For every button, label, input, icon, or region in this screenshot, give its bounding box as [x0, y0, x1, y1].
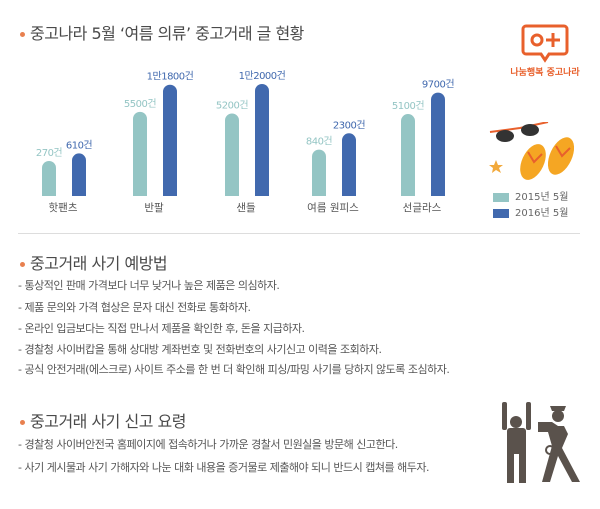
bar-2015 — [225, 113, 239, 196]
sunglasses-sandals-illustration — [489, 122, 575, 180]
prevention-item: - 온라인 입금보다는 직접 만나서 제품을 확인한 후, 돈을 지급하자. — [18, 322, 305, 335]
category-label: 선글라스 — [403, 202, 442, 214]
speech-bubble-o-plus-icon — [521, 24, 569, 63]
bar-2015 — [133, 111, 147, 196]
legend-item-2015: 2015년 5월 — [493, 188, 568, 203]
legend-item-2016: 2016년 5월 — [493, 204, 568, 219]
prevention-item: - 제품 문의와 가격 협상은 문자 대신 전화로 통화하자. — [18, 301, 251, 314]
bar-2015 — [401, 114, 415, 196]
data-label: 5500건 — [124, 98, 156, 110]
bar-2016 — [342, 133, 356, 196]
category-label: 여름 원피스 — [307, 202, 359, 214]
police-arrest-icon — [502, 402, 580, 483]
report-heading: 중고거래 사기 신고 요령 — [20, 408, 186, 432]
prevention-heading: 중고거래 사기 예방법 — [20, 250, 168, 274]
data-label: 2300건 — [333, 119, 365, 131]
bar-2016 — [255, 84, 269, 196]
report-item: - 경찰청 사이버안전국 홈페이지에 접속하거나 가까운 경찰서 민원실을 방문… — [18, 438, 398, 451]
bar-2016 — [163, 84, 177, 196]
report-title: 중고거래 사기 신고 요령 — [30, 412, 186, 431]
data-label: 5200건 — [216, 99, 248, 111]
legend-swatch — [493, 192, 509, 202]
prevention-item: - 경찰청 사이버캅을 통해 상대방 계좌번호 및 전화번호의 사기신고 이력을… — [18, 343, 382, 356]
bar-2015 — [42, 160, 56, 196]
bullet-icon — [20, 420, 25, 425]
logo-text: 나눔행복 중고나라 — [510, 68, 580, 78]
bullet-icon — [20, 32, 25, 37]
prevention-title: 중고거래 사기 예방법 — [30, 254, 168, 273]
divider — [18, 233, 580, 234]
report-item: - 사기 게시물과 사기 가해자와 나눈 대화 내용을 증거물로 제출해야 되니… — [18, 461, 429, 474]
sunglasses-icon — [489, 122, 549, 142]
bar-2015 — [312, 149, 326, 196]
logo: 나눔행복 중고나라 — [505, 24, 585, 78]
data-label: 1만1800건 — [147, 71, 194, 83]
category-label: 샌들 — [236, 202, 256, 214]
starfish-icon — [489, 160, 503, 173]
legend-label: 2016년 5월 — [515, 208, 569, 219]
category-label: 핫팬츠 — [49, 202, 78, 214]
data-label: 9700건 — [422, 79, 454, 91]
sandals-icon — [520, 137, 575, 180]
data-label: 270건 — [36, 147, 63, 159]
data-label: 610건 — [66, 139, 93, 151]
chart-title: 중고나라 5월 ‘여름 의류’ 중고거래 글 현황 — [30, 24, 304, 43]
legend-label: 2015년 5월 — [515, 192, 569, 203]
data-label: 1만2000건 — [239, 70, 286, 82]
data-label: 840건 — [306, 136, 333, 148]
bar-2016 — [431, 92, 445, 196]
bar-2016 — [72, 153, 86, 196]
prevention-item: - 공식 안전거래(에스크로) 사이트 주소를 한 번 더 확인해 피싱/파밍 … — [18, 363, 450, 376]
data-label: 5100건 — [392, 100, 424, 112]
prevention-item: - 통상적인 판매 가격보다 너무 낮거나 높은 제품은 의심하자. — [18, 279, 280, 292]
category-label: 반팔 — [144, 202, 164, 214]
legend-swatch — [493, 208, 509, 218]
chart-title-heading: 중고나라 5월 ‘여름 의류’ 중고거래 글 현황 — [20, 20, 304, 44]
bullet-icon — [20, 262, 25, 267]
